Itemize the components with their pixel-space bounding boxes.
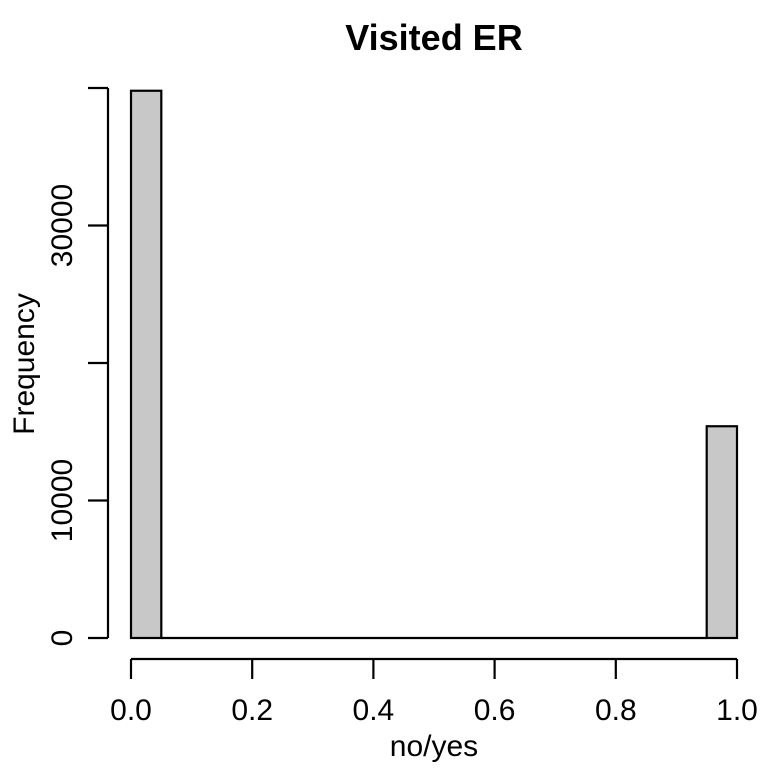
y-axis: 0 10000 30000 (46, 86, 110, 647)
x-tick-label: 1.0 (716, 694, 758, 727)
x-tick-label: 0.8 (595, 694, 637, 727)
x-axis-label: no/yes (390, 730, 478, 763)
histogram-bar (129, 89, 163, 640)
histogram-bar (705, 425, 739, 640)
y-tick-label: 30000 (46, 184, 79, 267)
bars-group (129, 89, 739, 640)
x-tick-label: 0.6 (474, 694, 516, 727)
y-tick-label: 10000 (46, 459, 79, 542)
y-axis-label: Frequency (8, 293, 41, 435)
chart-title: Visited ER (345, 17, 522, 58)
x-tick-label: 0.4 (353, 694, 395, 727)
x-axis: 0.0 0.2 0.4 0.6 0.8 1.0 (110, 657, 758, 727)
x-tick-label: 0.0 (110, 694, 152, 727)
y-tick-label: 0 (46, 630, 79, 647)
x-tick-label: 0.2 (231, 694, 273, 727)
